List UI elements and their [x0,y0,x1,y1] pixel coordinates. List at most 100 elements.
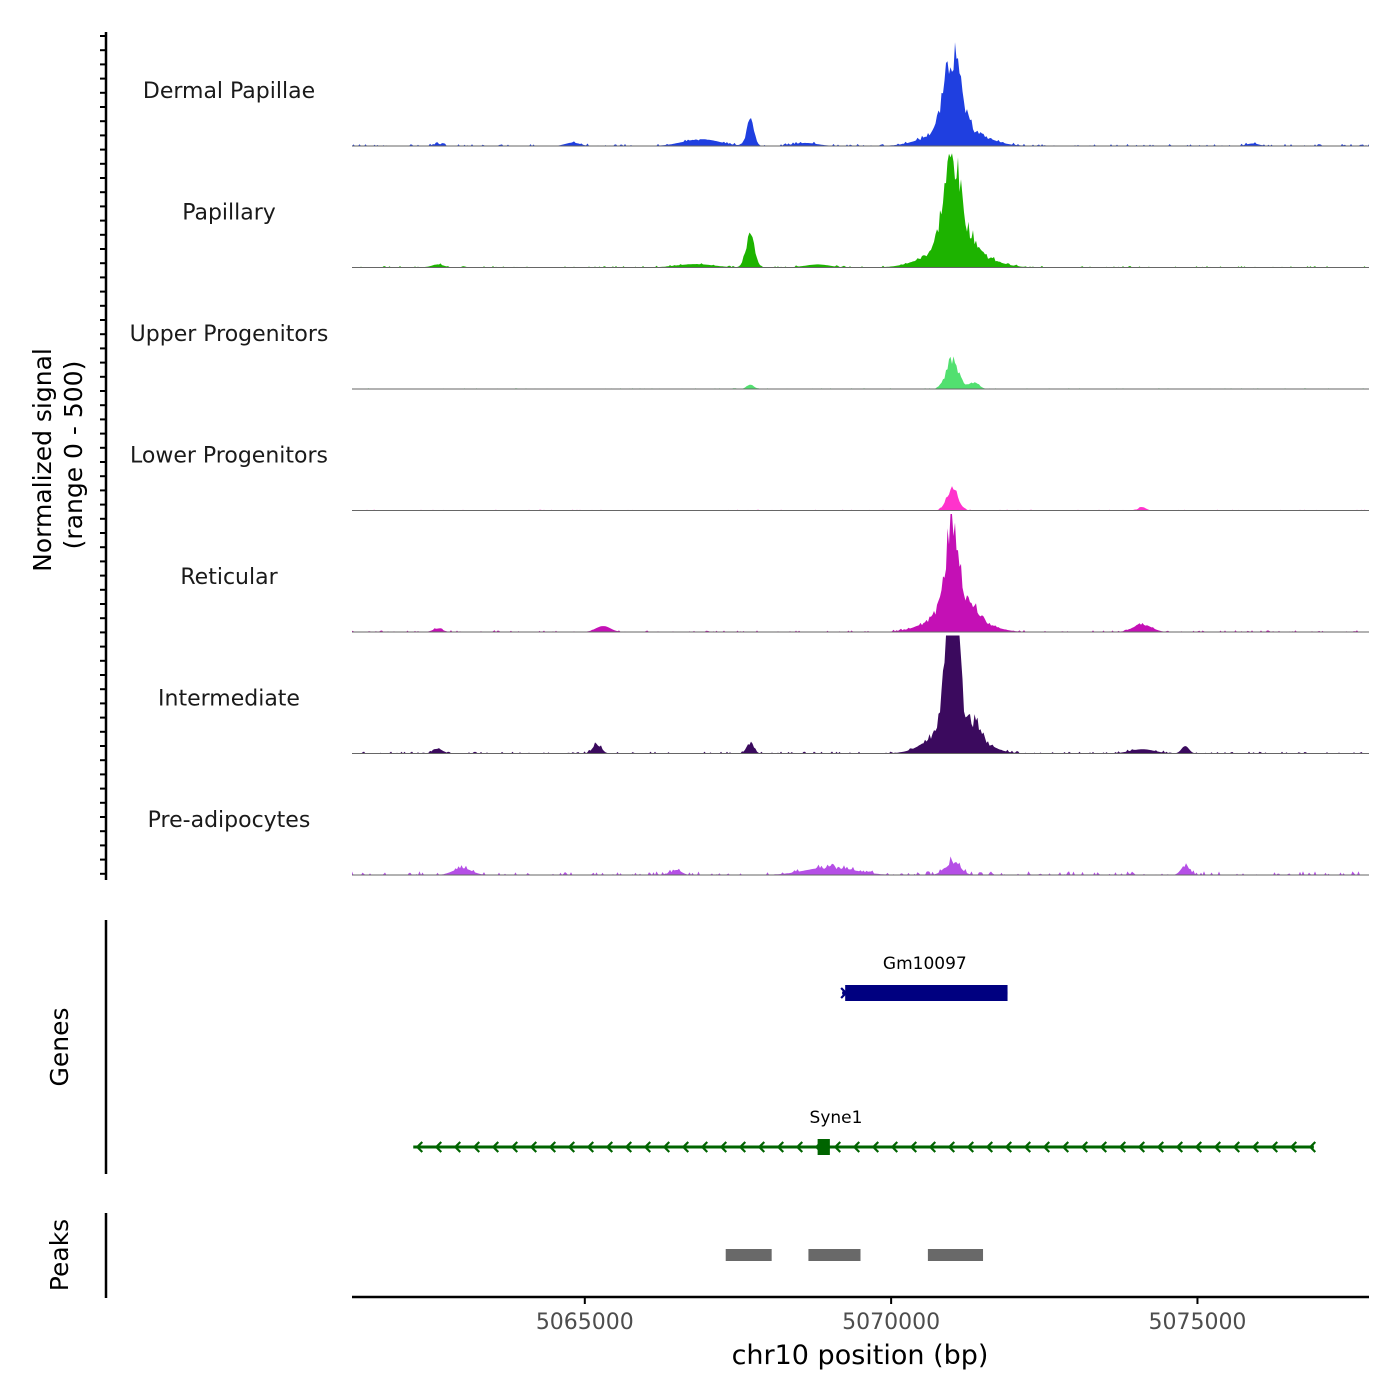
signal-y-axis-ticks [100,35,106,875]
track-label: Reticular [180,565,278,590]
strand-arrow [1213,1141,1222,1153]
strand-arrow [586,1141,595,1153]
strand-arrow [548,1141,557,1153]
coverage-area [352,486,1369,511]
peak-regions [725,1249,984,1261]
track-label: Papillary [182,201,276,226]
x-axis: 5065000 5070000 5075000 chr10 position (bp… [352,1295,1369,1371]
peak-region [927,1249,984,1261]
strand-arrow [776,1141,785,1153]
signal-section: Normalized signal (range 0 - 500) Dermal… [28,32,1369,880]
gene-exon [845,985,1008,1001]
strand-arrow [719,1141,728,1153]
strand-arrow [1080,1141,1089,1153]
track-lower-progenitors: Lower Progenitors [130,444,1369,511]
strand-arrow [1156,1141,1165,1153]
strand-arrow [890,1141,899,1153]
strand-arrow [415,1141,424,1153]
strand-arrow [833,1141,842,1153]
track-upper-progenitors: Upper Progenitors [130,322,1369,390]
track-dermal-papillae: Dermal Papillae [143,42,1369,147]
strand-arrow [966,1141,975,1153]
strand-arrow [1061,1141,1070,1153]
track-label: Upper Progenitors [130,322,329,347]
strand-arrow [954,987,962,999]
track-intermediate: Intermediate [158,635,1369,754]
strand-arrow [643,1141,652,1153]
strand-arrow [897,987,905,999]
genes-section: Genes Gm10097 Syne1 [45,920,1317,1174]
gene-label: Gm10097 [883,954,967,974]
strand-arrow [814,1141,823,1153]
gene-label: Syne1 [810,1108,863,1128]
strand-arrow [738,1141,747,1153]
strand-arrow [795,1141,804,1153]
strand-arrow [434,1141,443,1153]
coverage-area [352,42,1369,147]
strand-arrow [935,987,943,999]
gene-syne1: Syne1 [413,1108,1317,1155]
strand-arrow [1232,1141,1241,1153]
coverage-area [352,514,1369,632]
strand-arrow [757,1141,766,1153]
strand-arrow [1137,1141,1146,1153]
strand-arrow [947,1141,956,1153]
strand-arrow [1194,1141,1203,1153]
strand-arrow [928,1141,937,1153]
strand-arrow [510,1141,519,1153]
strand-arrow [1251,1141,1260,1153]
track-label: Intermediate [158,687,300,712]
strand-arrow [1118,1141,1127,1153]
strand-arrow [1099,1141,1108,1153]
coverage-area [352,856,1369,875]
strand-arrow [916,987,924,999]
strand-arrow [1023,1141,1032,1153]
coverage-tracks: Dermal Papillae Papillary Upper Progenitor… [130,42,1369,876]
track-label: Dermal Papillae [143,79,315,104]
gene-gm10097: Gm10097 [840,954,1008,1001]
peak-region [808,1249,861,1261]
coverage-area [352,635,1369,754]
strand-arrow [1042,1141,1051,1153]
strand-arrow [859,987,867,999]
strand-arrow [472,1141,481,1153]
x-axis-title: chr10 position (bp) [732,1340,989,1371]
signal-y-axis-subtitle: (range 0 - 500) [59,361,88,550]
strand-arrow [453,1141,462,1153]
strand-arrow [852,1141,861,1153]
coverage-area [352,153,1369,268]
strand-arrow [871,1141,880,1153]
track-reticular: Reticular [180,514,1369,633]
track-papillary: Papillary [182,153,1369,268]
strand-arrow [1175,1141,1184,1153]
x-tick-label: 5075000 [1148,1310,1246,1335]
track-pre-adipocytes: Pre-adipocytes [148,808,1369,876]
track-label: Pre-adipocytes [148,808,311,833]
strand-arrow [662,1141,671,1153]
strand-arrow [878,987,886,999]
genes-axis-title: Genes [45,1007,74,1086]
strand-arrow [700,1141,709,1153]
strand-arrow [681,1141,690,1153]
x-tick-label: 5065000 [536,1310,634,1335]
strand-arrow [1270,1141,1279,1153]
strand-arrow [529,1141,538,1153]
strand-arrow [624,1141,633,1153]
strand-arrow [567,1141,576,1153]
strand-arrow [985,1141,994,1153]
strand-arrow [605,1141,614,1153]
strand-arrow [491,1141,500,1153]
x-axis-ticks: 5065000 5070000 5075000 [536,1297,1246,1335]
peak-region [725,1249,772,1261]
coverage-area [352,356,1369,389]
track-label: Lower Progenitors [130,444,328,469]
gene-exon [817,1139,830,1155]
strand-arrow [1004,1141,1013,1153]
signal-y-axis-title: Normalized signal [28,348,57,572]
strand-arrow [909,1141,918,1153]
strand-arrow [992,987,1000,999]
x-tick-label: 5070000 [842,1310,940,1335]
strand-arrow [840,987,848,999]
strand-arrow [1289,1141,1298,1153]
